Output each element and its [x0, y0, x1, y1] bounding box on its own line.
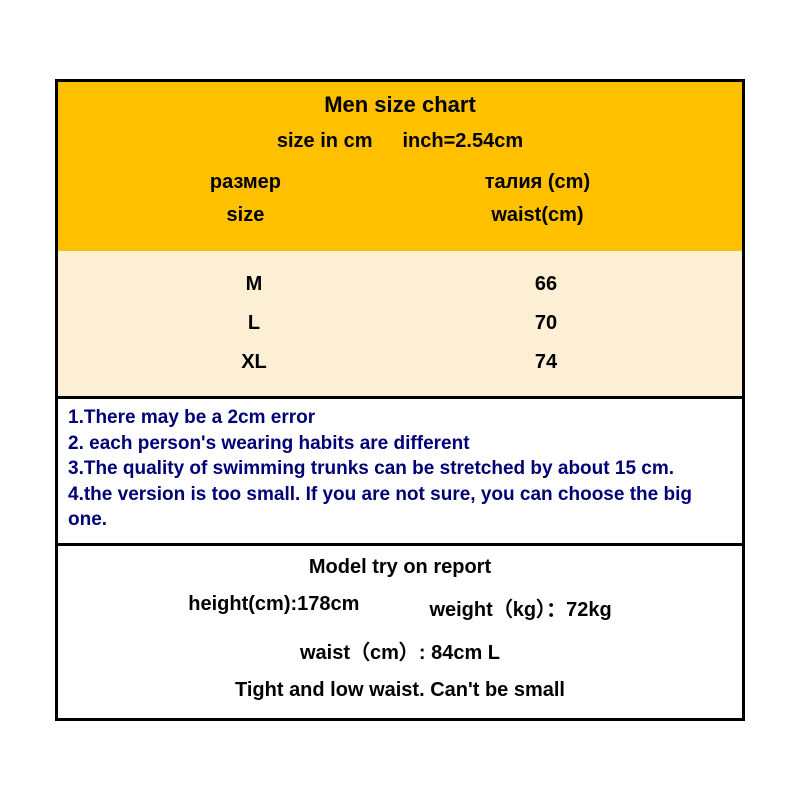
table-row: L 70	[58, 304, 742, 343]
cell-size: M	[108, 273, 400, 296]
model-waist: waist（cm）: 84cm L	[68, 636, 732, 665]
header-col-waist: талия (cm) waist(cm)	[485, 171, 590, 237]
cell-size: L	[108, 312, 400, 335]
subtitle-right: inch=2.54cm	[402, 130, 523, 153]
table-row: M 66	[58, 265, 742, 304]
note-3: 3.The quality of swimming trunks can be …	[68, 456, 732, 482]
model-note: Tight and low waist. Can't be small	[68, 679, 732, 702]
col2-en: waist(cm)	[485, 204, 590, 227]
model-section: Model try on report height(cm):178cm wei…	[58, 543, 742, 718]
cell-waist: 66	[400, 273, 692, 296]
data-section: M 66 L 70 XL 74	[58, 251, 742, 396]
chart-header: Men size chart size in cm inch=2.54cm ра…	[58, 82, 742, 251]
cell-waist: 74	[400, 351, 692, 374]
notes-section: 1.There may be a 2cm error 2. each perso…	[58, 396, 742, 543]
header-columns: размер size талия (cm) waist(cm)	[58, 171, 742, 237]
model-weight: weight（kg）：72kg	[429, 593, 611, 622]
cell-size: XL	[108, 351, 400, 374]
size-chart-container: Men size chart size in cm inch=2.54cm ра…	[55, 79, 745, 721]
cell-waist: 70	[400, 312, 692, 335]
col2-ru: талия (cm)	[485, 171, 590, 194]
chart-title: Men size chart	[58, 92, 742, 118]
note-1: 1.There may be a 2cm error	[68, 405, 732, 431]
col1-en: size	[210, 204, 281, 227]
model-title: Model try on report	[68, 556, 732, 579]
header-col-size: размер size	[210, 171, 281, 237]
note-2: 2. each person's wearing habits are diff…	[68, 431, 732, 457]
chart-subtitle-row: size in cm inch=2.54cm	[58, 130, 742, 153]
model-height: height(cm):178cm	[188, 593, 359, 622]
col1-ru: размер	[210, 171, 281, 194]
note-4: 4.the version is too small. If you are n…	[68, 482, 732, 533]
table-row: XL 74	[58, 343, 742, 382]
subtitle-left: size in cm	[277, 130, 373, 153]
model-hw-row: height(cm):178cm weight（kg）：72kg	[68, 593, 732, 622]
